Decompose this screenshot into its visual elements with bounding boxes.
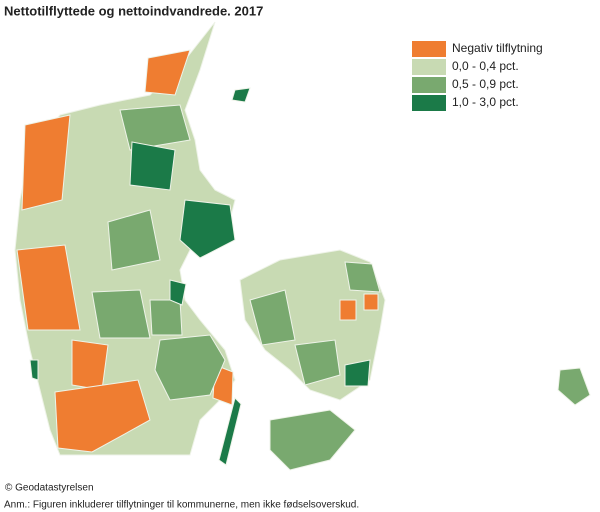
title: Nettotilflyttede og nettoindvandrede. 20… xyxy=(4,3,263,18)
region xyxy=(154,334,226,401)
legend-label: 0,0 - 0,4 pct. xyxy=(452,59,519,73)
region xyxy=(344,261,381,293)
legend-swatch xyxy=(412,41,446,57)
map xyxy=(14,21,591,471)
legend-swatch xyxy=(412,59,446,75)
region xyxy=(239,249,386,401)
region xyxy=(363,293,379,311)
region xyxy=(16,244,81,331)
legend: Negativ tilflytning 0,0 - 0,4 pct. 0,5 - 0… xyxy=(412,41,543,111)
legend-label: Negativ tilflytning xyxy=(452,41,543,55)
region xyxy=(269,409,356,471)
region xyxy=(339,299,357,321)
region xyxy=(107,209,161,271)
region xyxy=(169,279,187,306)
region xyxy=(149,299,183,336)
region xyxy=(21,114,71,211)
note: Anm.: Figuren inkluderer tilflytninger t… xyxy=(4,500,359,511)
credit: © Geodatastyrelsen xyxy=(5,483,94,494)
region xyxy=(119,104,191,151)
region xyxy=(557,367,591,406)
region xyxy=(54,379,151,453)
legend-swatch xyxy=(412,77,446,93)
region xyxy=(71,339,109,391)
region xyxy=(231,87,251,103)
region xyxy=(91,289,151,339)
region xyxy=(294,339,341,386)
region xyxy=(179,199,236,259)
legend-label: 1,0 - 3,0 pct. xyxy=(452,95,519,109)
region xyxy=(144,49,191,96)
region xyxy=(29,359,39,381)
region xyxy=(129,141,176,191)
legend-swatch xyxy=(412,95,446,111)
legend-label: 0,5 - 0,9 pct. xyxy=(452,77,519,91)
region xyxy=(218,397,242,466)
region xyxy=(249,289,296,346)
region xyxy=(344,359,371,387)
